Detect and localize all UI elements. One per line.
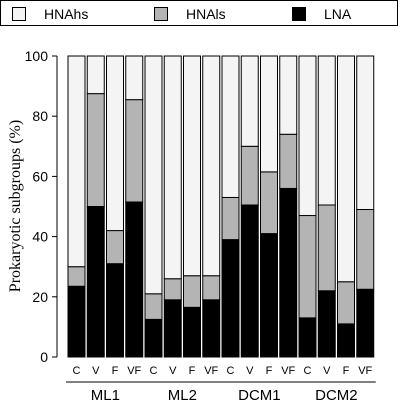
bar-segment-hnals [356, 209, 375, 290]
bar-segment-hnahs [337, 55, 355, 283]
bar-segment-lna [163, 299, 182, 358]
bar-segment-hnahs [202, 55, 221, 277]
y-tick-label: 40 [32, 229, 48, 245]
x-tick-label: F [343, 365, 350, 377]
bar-segment-hnahs [317, 55, 336, 206]
bar-segment-hnals [202, 275, 221, 301]
x-tick-label: C [150, 365, 158, 377]
bar-segment-hnals [298, 215, 317, 319]
legend-item-lna: LNA [292, 6, 351, 22]
bar-segment-hnahs [163, 55, 182, 280]
x-tick-label: F [189, 365, 196, 377]
bar-segment-hnals [279, 133, 298, 189]
y-tick-label: 100 [25, 48, 49, 64]
bar-segment-hnahs [298, 55, 317, 217]
bar-segment-lna [356, 288, 375, 358]
y-tick-label: 20 [32, 289, 48, 305]
bar-segment-hnahs [356, 55, 375, 211]
group-label: ML1 [91, 387, 120, 404]
group-label: ML2 [168, 387, 197, 404]
x-tick-label: F [112, 365, 119, 377]
bar-segment-hnals [317, 204, 336, 292]
bar-segment-hnahs [125, 55, 144, 101]
legend-frame [0, 0, 398, 26]
x-tick-label: VF [204, 365, 218, 377]
bar-segment-lna [144, 318, 163, 358]
group-label: DCM2 [315, 387, 358, 404]
bar-segment-hnals [163, 278, 182, 301]
x-tick-label: F [266, 365, 273, 377]
legend-label-lna: LNA [324, 6, 352, 22]
bar-segment-hnals [144, 293, 163, 320]
bar-segment-lna [279, 187, 298, 358]
bar-segment-hnahs [86, 55, 105, 95]
bar-segment-hnahs [106, 55, 124, 232]
bar-segment-hnahs [183, 55, 201, 277]
bar-segment-hnahs [240, 55, 259, 147]
y-tick-label: 60 [32, 168, 48, 184]
bar-segment-lna [221, 239, 240, 358]
bar-segment-lna [67, 285, 86, 358]
bar-segment-hnahs [260, 55, 278, 173]
legend-item-hnals: HNAls [154, 6, 226, 22]
legend-swatch-lna [292, 7, 306, 21]
bar-segment-hnahs [144, 55, 163, 295]
x-tick-label: V [323, 365, 331, 377]
bar-segment-lna [86, 206, 105, 358]
bar-segment-hnals [67, 266, 86, 287]
y-tick-label: 0 [40, 349, 48, 365]
bar-segment-hnals [221, 196, 240, 241]
bar-segment-hnals [183, 275, 201, 308]
x-tick-label: VF [281, 365, 295, 377]
x-tick-label: C [73, 365, 81, 377]
x-tick-label: V [246, 365, 254, 377]
x-tick-label: VF [358, 365, 372, 377]
bar-segment-lna [337, 323, 355, 358]
x-tick-label: V [169, 365, 177, 377]
bar-segment-lna [106, 263, 124, 358]
group-label: DCM1 [238, 387, 281, 404]
bar-segment-hnals [86, 93, 105, 207]
bar-segment-hnals [260, 171, 278, 235]
bar-segment-hnahs [279, 55, 298, 135]
y-axis-label: Prokaryotic subgroups (%) [7, 120, 24, 292]
bar-segment-hnals [337, 281, 355, 325]
x-tick-label: C [227, 365, 235, 377]
bar-segment-hnahs [221, 55, 240, 198]
x-tick-label: C [304, 365, 312, 377]
bar-segment-lna [240, 204, 259, 358]
bar-segment-hnals [125, 99, 144, 203]
bar-segment-lna [202, 299, 221, 358]
x-tick-label: VF [127, 365, 141, 377]
x-tick-label: V [92, 365, 100, 377]
legend-label-hnahs: HNAhs [44, 6, 89, 22]
bar-segment-hnals [240, 145, 259, 206]
bar-segment-lna [317, 290, 336, 358]
legend-swatch-hnahs [12, 7, 26, 21]
legend-swatch-hnals [154, 7, 168, 21]
legend-item-hnahs: HNAhs [12, 6, 88, 22]
bar-segment-lna [125, 201, 144, 358]
legend-label-hnals: HNAls [186, 6, 226, 22]
bar-segment-lna [298, 317, 317, 358]
y-tick-label: 80 [32, 108, 48, 124]
bar-segment-hnahs [67, 55, 86, 268]
bar-segment-hnals [106, 230, 124, 265]
bar-segment-lna [260, 233, 278, 358]
bar-segment-lna [183, 306, 201, 358]
